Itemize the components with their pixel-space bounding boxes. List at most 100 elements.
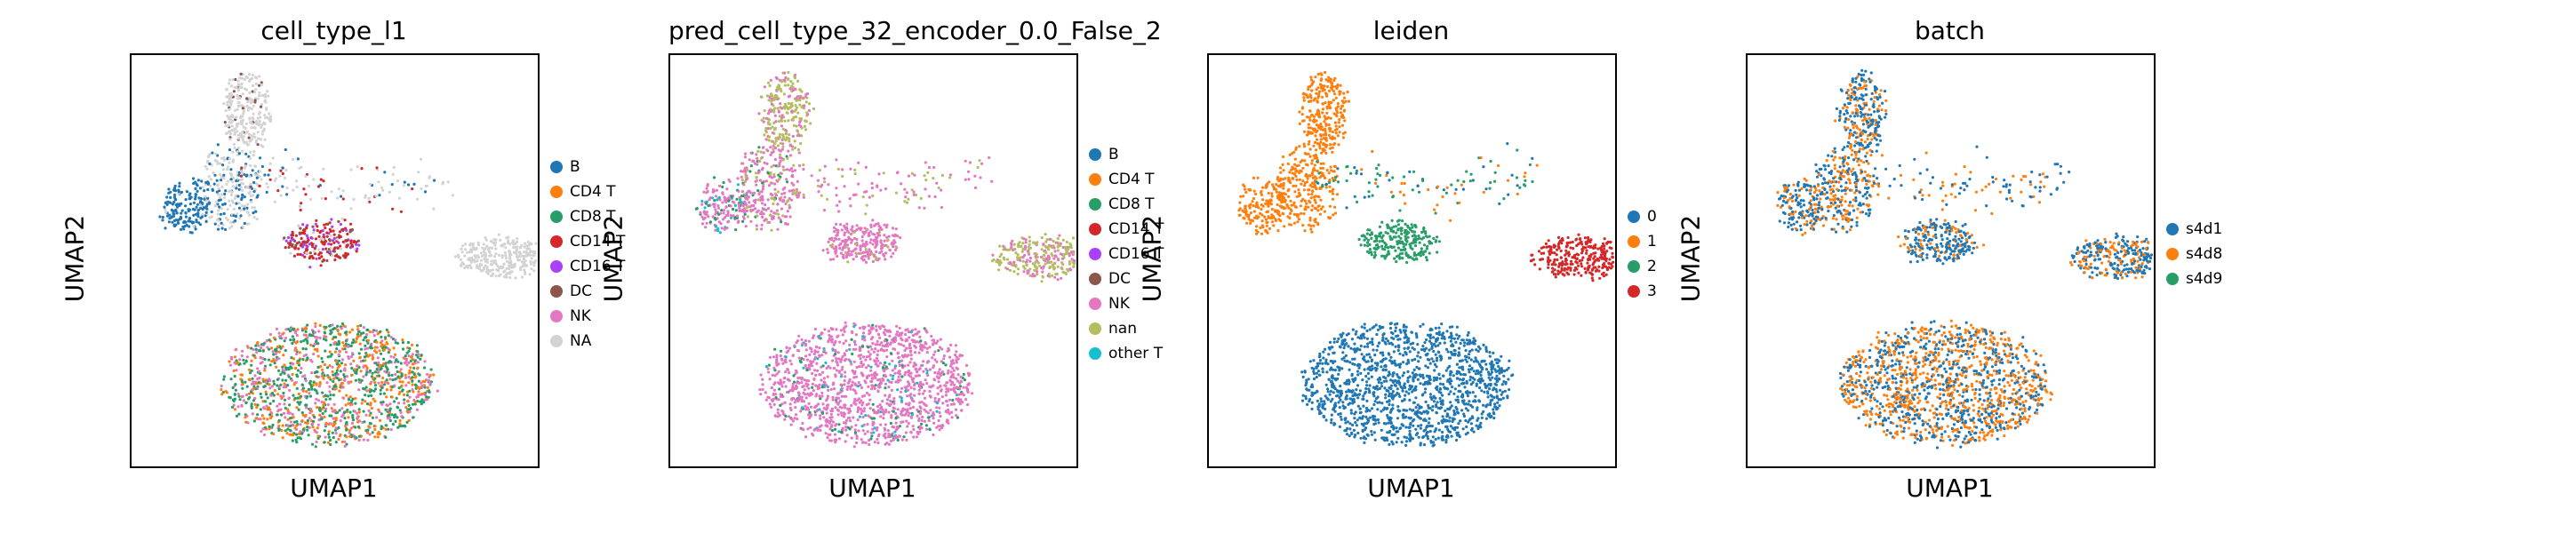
point-CD8-T (298, 359, 301, 362)
point-CD8-T (336, 362, 340, 366)
point-CD14-T (319, 178, 323, 181)
point-NK (897, 356, 900, 360)
point-NK (897, 375, 900, 378)
point-NK (952, 369, 956, 372)
point-NK (924, 378, 927, 382)
point-nan (780, 119, 784, 123)
point-NA (241, 118, 245, 122)
point-NK (844, 440, 847, 443)
point-NK (949, 360, 954, 363)
point-CD8-T (320, 356, 324, 361)
point-NK (916, 414, 919, 418)
point-NK (852, 376, 856, 379)
point-CD8-T (411, 379, 414, 383)
point-CD4-T (387, 330, 390, 334)
point-other-T (736, 183, 740, 187)
chart-title: cell_type_l1 (260, 16, 407, 45)
point-CD8-T (335, 343, 339, 346)
point-NK (887, 410, 891, 414)
point-NK (920, 346, 924, 349)
point-NA (228, 78, 232, 82)
point-NK (324, 407, 328, 410)
point-NK (313, 330, 317, 334)
point-NA (260, 144, 263, 147)
point-B (178, 181, 181, 185)
point-NK (938, 368, 941, 371)
point-DC (283, 236, 286, 240)
point-CD4-T (253, 356, 257, 360)
point-NK (394, 338, 397, 342)
point-B (284, 147, 287, 152)
point-NA (252, 84, 255, 88)
point-NK (339, 419, 342, 423)
point-NK (348, 403, 352, 407)
point-NA (236, 212, 239, 216)
point-NK (744, 178, 748, 181)
point-CD16-T (301, 223, 305, 227)
point-NK (828, 333, 831, 338)
point-CD4-T (276, 393, 280, 396)
point-CD8-T (252, 419, 256, 423)
point-NK (700, 222, 705, 226)
point-nan (770, 196, 773, 200)
point-NK (862, 394, 866, 398)
point-NK (863, 407, 867, 410)
point-NA (248, 175, 252, 179)
point-NA (226, 207, 229, 211)
point-NK (852, 370, 855, 375)
point-NA (164, 211, 168, 214)
point-NK (768, 220, 772, 224)
point-NK (908, 346, 913, 350)
point-CD4-T (303, 327, 307, 330)
point-NK (308, 417, 311, 420)
point-NK (861, 362, 865, 367)
point-CD4-T (385, 341, 388, 345)
point-NK (770, 405, 773, 409)
point-NK (870, 387, 874, 391)
point-CD8-T (361, 398, 364, 402)
point-NK (878, 386, 882, 389)
point-NK (896, 371, 900, 375)
point-NK (752, 203, 756, 208)
point-NK (809, 405, 813, 409)
point-NK (871, 336, 875, 339)
point-NK (416, 361, 420, 364)
point-CD8-T (384, 408, 388, 411)
point-NK (263, 433, 267, 437)
point-nan (758, 159, 762, 163)
point-CD4-T (428, 373, 432, 377)
point-NA (483, 257, 486, 260)
point-CD8-T (357, 378, 361, 381)
point-B (241, 193, 244, 196)
point-CD8-T (264, 426, 268, 429)
point-NK (788, 87, 792, 91)
point-NA (240, 76, 244, 80)
point-NK (260, 346, 263, 350)
point-NK (932, 353, 936, 356)
point-nan (772, 198, 776, 202)
point-NA (507, 241, 510, 244)
point-CD8-T (338, 341, 341, 346)
point-NA (226, 218, 229, 222)
point-other-T (910, 413, 914, 417)
point-NK (962, 394, 965, 397)
point-NK (918, 430, 922, 434)
point-CD8-T (360, 331, 364, 336)
point-NK (766, 112, 771, 115)
point-NK (812, 360, 815, 363)
point-CD8-T (363, 420, 366, 424)
point-CD8-T (851, 352, 854, 356)
point-CD8-T (368, 369, 372, 372)
point-B (204, 211, 208, 214)
x-axis-label: UMAP1 (290, 473, 378, 503)
point-nan (768, 123, 772, 126)
point-NA (268, 115, 273, 118)
point-CD8-T (830, 429, 835, 433)
point-NK (893, 436, 897, 440)
point-nan (796, 130, 800, 133)
point-NA (498, 274, 501, 278)
point-CD4-T (389, 388, 393, 392)
point-NK (811, 432, 814, 436)
point-NA (516, 259, 520, 262)
point-NA (377, 180, 380, 184)
